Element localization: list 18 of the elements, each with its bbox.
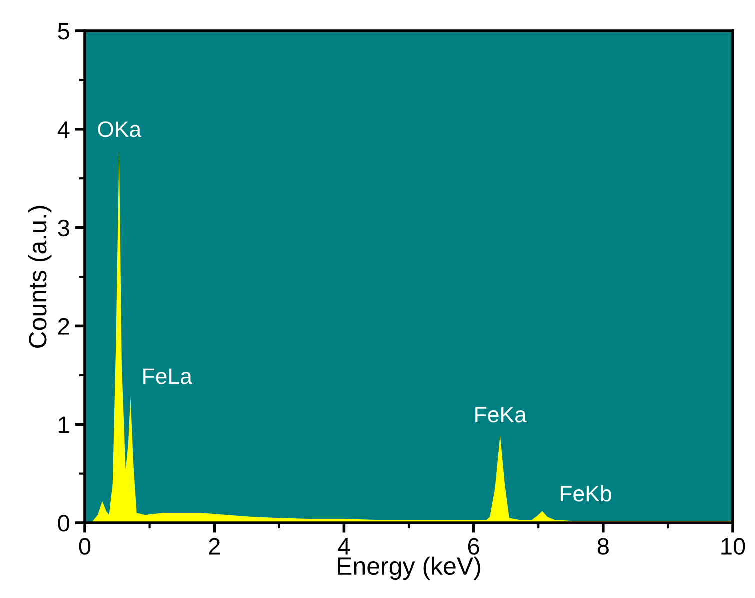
annotation: OKa	[98, 122, 142, 138]
x-tick-label: 0	[79, 538, 91, 555]
annotation: FeKb	[560, 485, 612, 502]
x-axis-title: Energy (keV)	[338, 556, 480, 580]
x-tick-label: 4	[338, 538, 350, 555]
y-tick-label: 3	[58, 220, 70, 237]
y-tick-label: 1	[59, 416, 70, 434]
x-tick-label: 10	[722, 538, 746, 555]
x-tick-label: 2	[209, 538, 220, 555]
x-tick-label: 8	[598, 538, 609, 555]
annotation: FeLa	[144, 368, 192, 384]
y-tick-label: 0	[58, 515, 70, 532]
x-tick-label: 6	[468, 538, 480, 555]
y-tick-label: 2	[58, 318, 70, 335]
y-axis-title: Counts (a.u.)	[28, 206, 52, 348]
annotation: FeKa	[476, 407, 527, 423]
y-tick-label: 5	[58, 23, 70, 40]
y-tick-label: 4	[58, 122, 70, 138]
